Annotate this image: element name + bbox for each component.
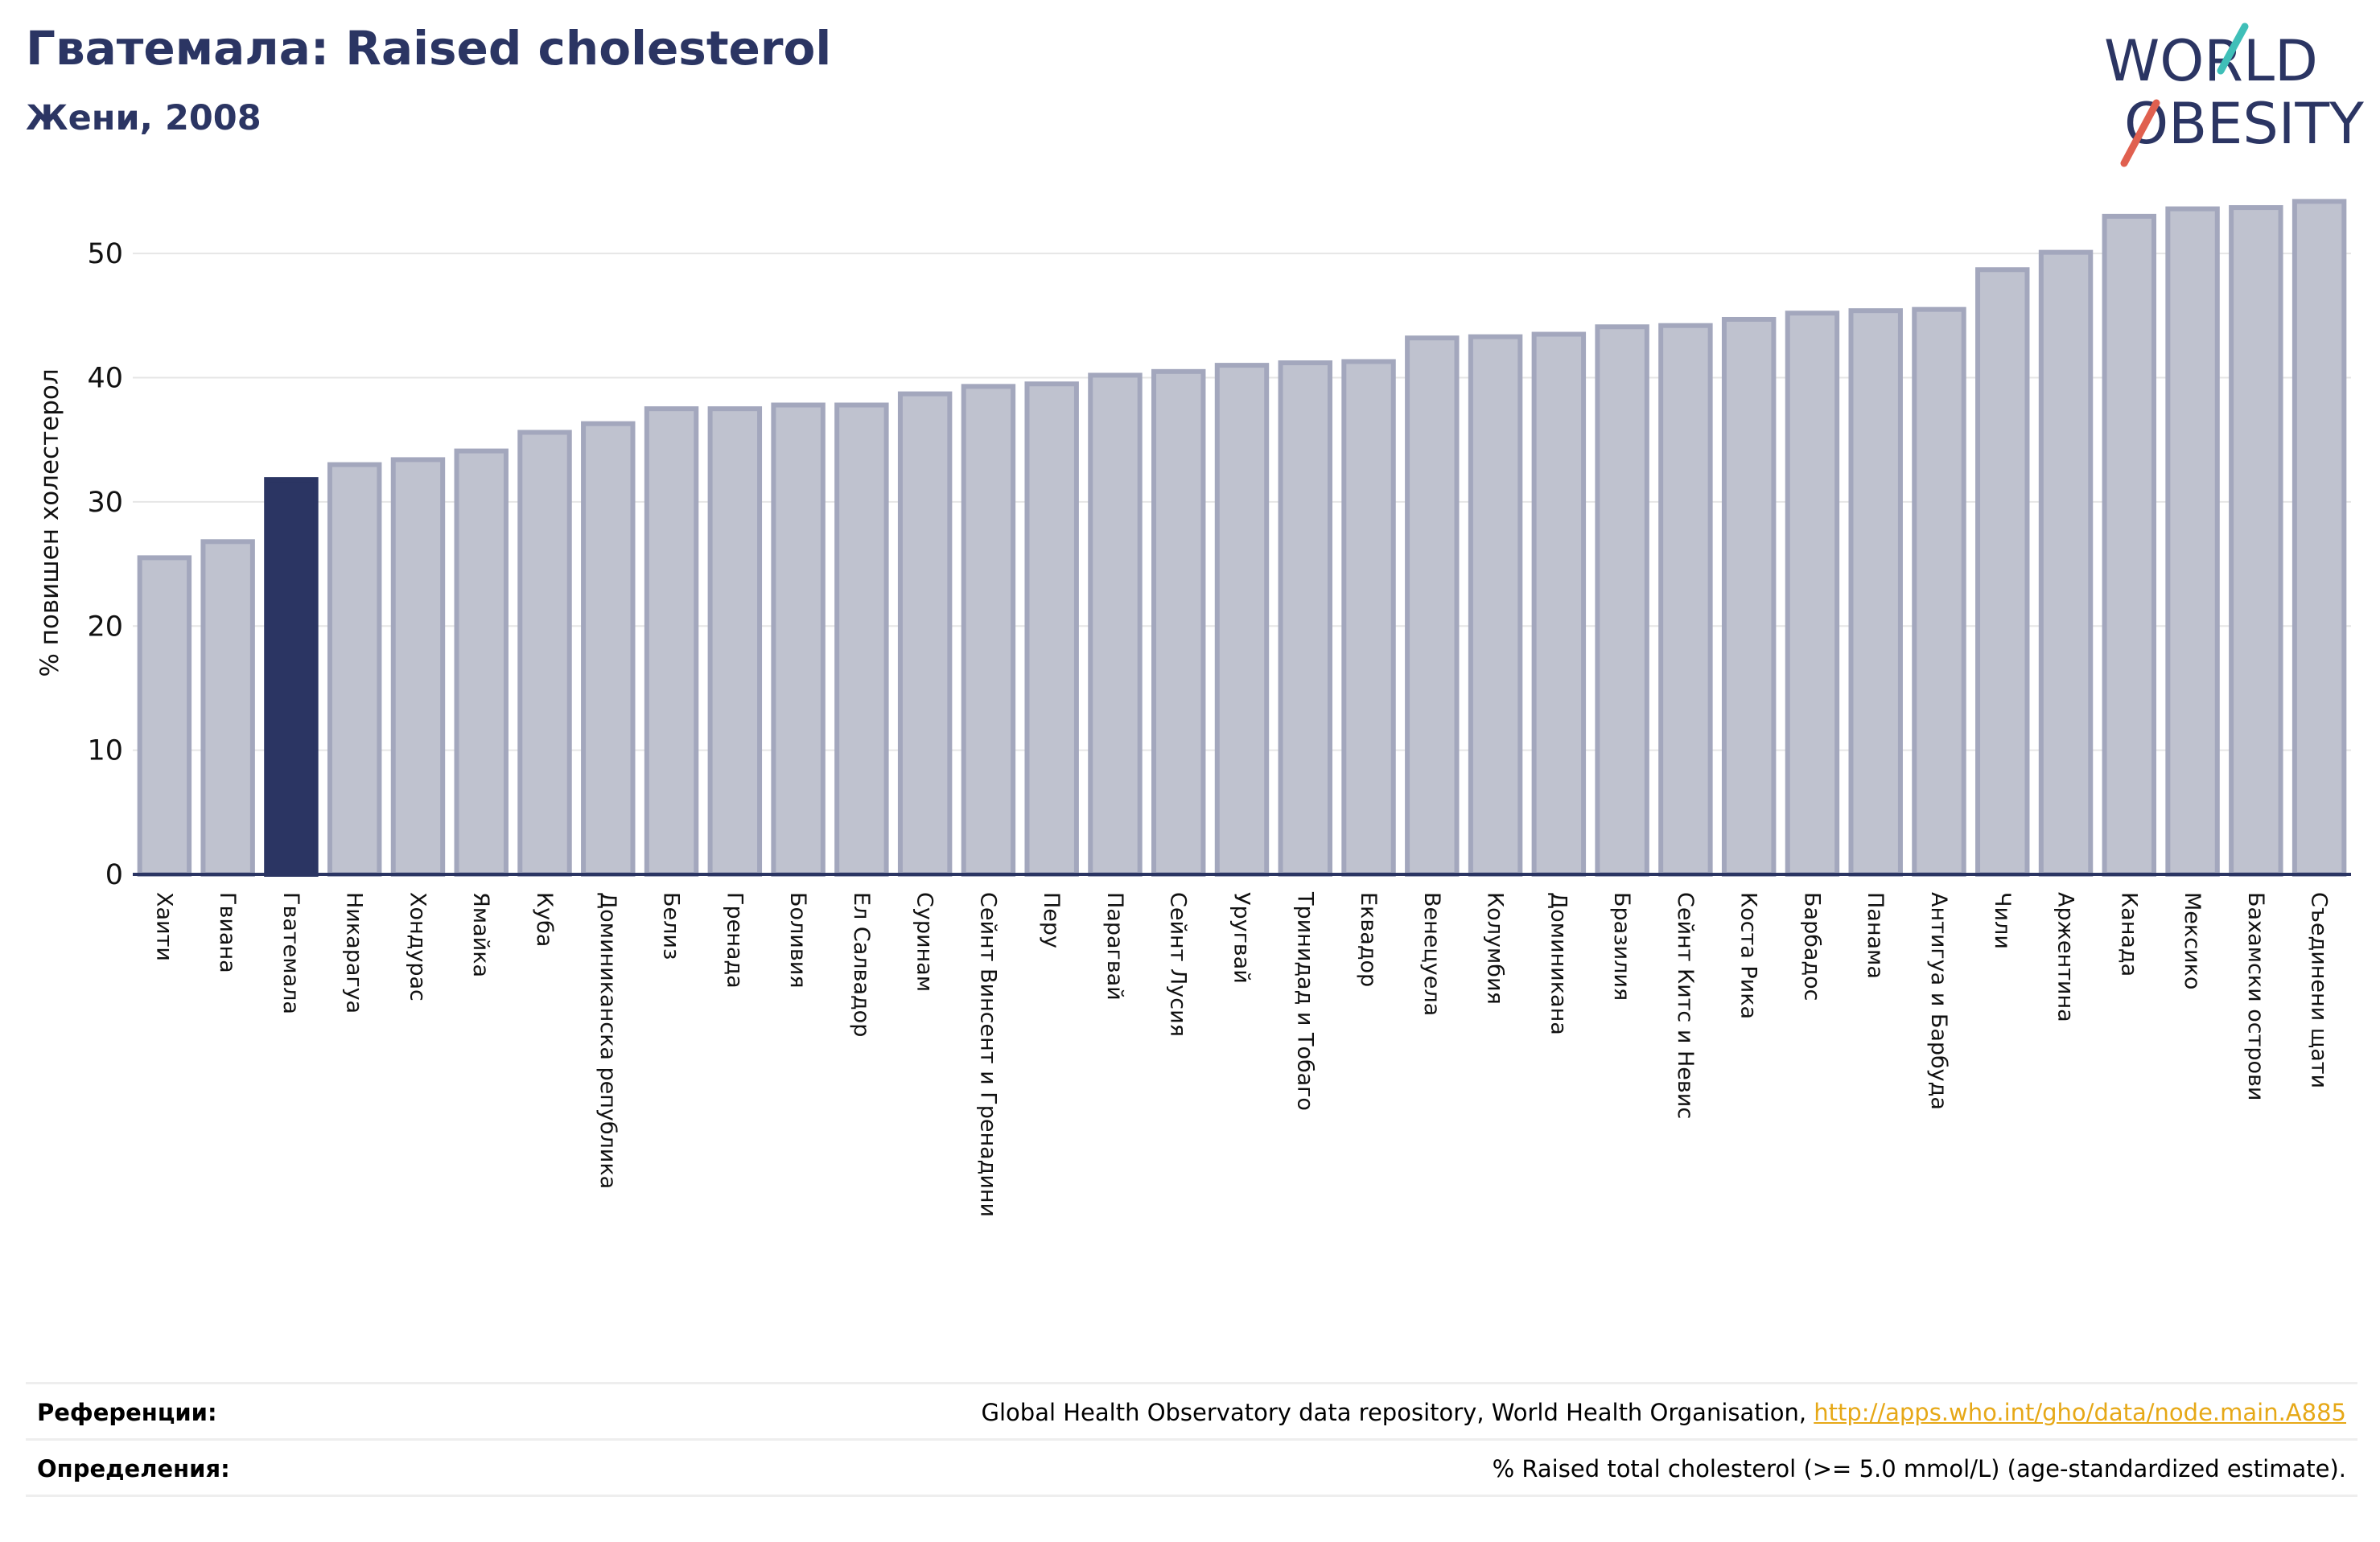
- x-tick-label: Гренада: [722, 892, 747, 989]
- y-tick-label: 30: [87, 487, 123, 519]
- x-tick-label: Хаити: [151, 892, 176, 961]
- chart-subtitle: Жени, 2008: [26, 98, 261, 138]
- x-tick-label: Боливия: [785, 892, 810, 989]
- bar: [1088, 372, 1143, 877]
- bar: [707, 406, 763, 877]
- bar: [1785, 310, 1840, 877]
- bar: [961, 384, 1016, 878]
- definitions-value: % Raised total cholesterol (>= 5.0 mmol/…: [1492, 1455, 2346, 1482]
- x-tick-label: Хондурас: [405, 892, 430, 1001]
- x-tick-label: Коста Рика: [1736, 892, 1761, 1019]
- x-tick-label: Колумбия: [1483, 892, 1508, 1005]
- x-tick-label: Доминикана: [1546, 892, 1571, 1035]
- bar: [1214, 363, 1270, 878]
- bar: [454, 448, 509, 877]
- x-tick-label: Парагвай: [1102, 892, 1127, 1001]
- x-tick-label: Белиз: [659, 892, 684, 960]
- bar: [897, 391, 953, 877]
- x-tick-label: Сейнт Китс и Невис: [1673, 892, 1698, 1119]
- bar: [264, 477, 319, 878]
- x-axis-labels: Хаити Гвиана Гватемала Никарагуа Хондурас Яма…: [151, 891, 2331, 1217]
- x-tick-label: Доминиканска република: [595, 892, 620, 1189]
- bar: [1341, 359, 1396, 877]
- bar: [771, 402, 826, 878]
- x-tick-label: Аржентина: [2053, 892, 2078, 1022]
- x-tick-label: Барбадос: [1799, 892, 1824, 1001]
- x-tick-label: Венецуела: [1419, 892, 1444, 1016]
- bar: [2229, 205, 2283, 877]
- x-tick-label: Гватемала: [278, 892, 303, 1014]
- bar: [1151, 368, 1206, 877]
- bar: [644, 406, 699, 877]
- x-tick-label: Панама: [1863, 892, 1888, 979]
- y-tick-label: 0: [105, 859, 123, 891]
- y-tick-label: 50: [87, 238, 123, 270]
- bar: [1468, 334, 1523, 877]
- y-tick-label: 10: [87, 735, 123, 767]
- bar: [1595, 324, 1649, 878]
- x-tick-label: Бразилия: [1609, 892, 1634, 1001]
- bar: [581, 421, 636, 877]
- y-axis-title: % повишен холестерол: [35, 368, 64, 676]
- bar: [1848, 308, 1903, 877]
- y-tick-label: 40: [87, 363, 123, 395]
- bar: [1024, 381, 1079, 878]
- bar-chart: 0 10 20 30 40 50 Хаити Гвиана Гватемала Никарагу…: [35, 199, 2351, 1217]
- bar: [2102, 213, 2157, 877]
- footer-references-row: Референции: Global Health Observatory da…: [26, 1382, 2357, 1438]
- y-axis-ticks: 0 10 20 30 40 50: [87, 238, 123, 891]
- x-tick-label: Никарагуа: [342, 892, 367, 1014]
- x-tick-label: Антигуа и Барбуда: [1926, 892, 1951, 1110]
- x-tick-label: Суринам: [912, 892, 937, 992]
- references-label: Референции:: [37, 1399, 217, 1426]
- bar: [2038, 249, 2094, 877]
- x-tick-label: Канада: [2116, 892, 2141, 977]
- x-tick-label: Уругвай: [1229, 892, 1254, 984]
- bar: [1721, 316, 1777, 877]
- bar: [517, 430, 572, 877]
- x-tick-label: Тринидад и Тобаго: [1292, 891, 1317, 1111]
- bar: [1975, 267, 2030, 877]
- references-value: Global Health Observatory data repositor…: [982, 1399, 2346, 1426]
- bar: [834, 402, 889, 878]
- y-tick-label: 20: [87, 611, 123, 643]
- references-text: Global Health Observatory data repositor…: [981, 1399, 1814, 1426]
- bars: [137, 199, 2347, 878]
- definitions-label: Определения:: [37, 1455, 230, 1482]
- bar: [1278, 360, 1332, 878]
- x-tick-label: Съединени щати: [2307, 892, 2332, 1088]
- bar: [1405, 335, 1460, 877]
- x-tick-label: Ел Салвадор: [849, 892, 874, 1037]
- x-tick-label: Чили: [1990, 892, 2015, 949]
- bar: [1531, 331, 1587, 877]
- logo-line-1: WORLD: [2104, 28, 2318, 94]
- x-tick-label: Ямайка: [468, 892, 493, 977]
- logo-line-2: OBESITY: [2124, 91, 2364, 157]
- x-tick-label: Мексико: [2180, 892, 2205, 989]
- footer-definitions-row: Определения: % Raised total cholesterol …: [26, 1438, 2357, 1497]
- x-tick-label: Перу: [1039, 892, 1064, 948]
- logo-slash-teal: [2217, 23, 2249, 75]
- x-tick-label: Сейнт Лусия: [1166, 892, 1191, 1037]
- bar: [1912, 306, 1966, 877]
- bar: [2165, 206, 2220, 877]
- chart-title: Гватемала: Raised cholesterol: [26, 21, 832, 76]
- x-tick-label: Бахамски острови: [2243, 892, 2268, 1100]
- bar: [327, 462, 382, 877]
- world-obesity-logo: WORLD OBESITY: [2104, 23, 2364, 167]
- bar: [390, 457, 446, 877]
- bar: [1658, 323, 1713, 878]
- bar: [2291, 199, 2347, 877]
- references-link[interactable]: http://apps.who.int/gho/data/node.main.A…: [1814, 1399, 2346, 1426]
- x-tick-label: Еквадор: [1356, 892, 1381, 987]
- bar: [200, 539, 255, 878]
- x-tick-label: Куба: [532, 892, 557, 947]
- x-tick-label: Гвиана: [215, 892, 240, 973]
- logo-slash-coral: [2120, 99, 2160, 167]
- x-tick-label: Сейнт Винсент и Гренадини: [975, 892, 1000, 1217]
- bar: [137, 555, 192, 877]
